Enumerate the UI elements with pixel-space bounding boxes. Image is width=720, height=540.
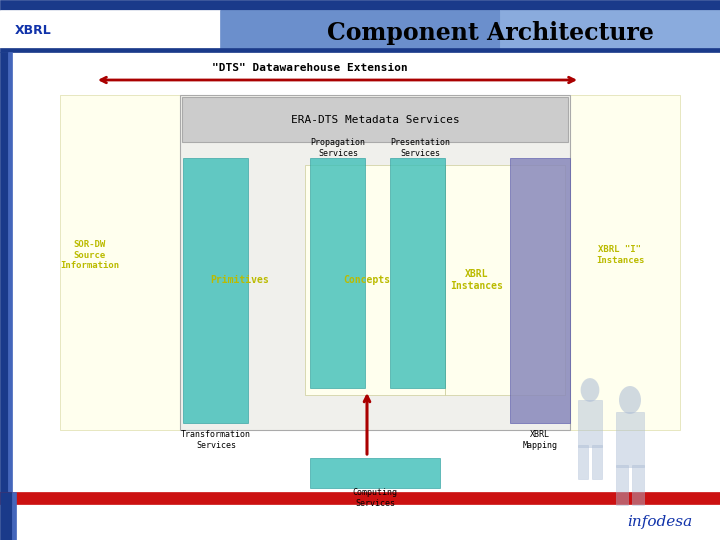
Text: XBRL "I"
Instances: XBRL "I" Instances — [596, 245, 644, 265]
Bar — [0, 10, 220, 48]
Bar — [616, 412, 644, 467]
Bar — [578, 446, 588, 480]
Ellipse shape — [580, 378, 599, 402]
Bar — [510, 158, 570, 423]
Text: International Conference: International Conference — [60, 30, 147, 36]
Text: Transformation
Services: Transformation Services — [181, 430, 251, 450]
Text: XBRL
Mapping: XBRL Mapping — [523, 430, 557, 450]
Text: 13th XBRL: 13th XBRL — [60, 18, 109, 28]
Bar — [220, 10, 500, 48]
Text: "DTS" Datawarehouse Extension: "DTS" Datawarehouse Extension — [212, 63, 408, 73]
Text: Presentation
Services: Presentation Services — [390, 138, 450, 158]
Bar — [0, 0, 720, 10]
Bar — [592, 446, 602, 480]
Text: infodesa: infodesa — [627, 515, 693, 529]
Text: Component Architecture: Component Architecture — [327, 21, 654, 45]
Bar — [500, 10, 720, 48]
Bar — [632, 465, 644, 505]
Bar — [616, 465, 628, 505]
Bar — [0, 52, 8, 492]
Bar — [445, 165, 565, 395]
Bar — [180, 95, 570, 430]
Bar — [390, 158, 445, 388]
Text: XBRL: XBRL — [15, 24, 52, 37]
Text: ERA-DTS Metadata Services: ERA-DTS Metadata Services — [291, 115, 459, 125]
Bar — [578, 400, 602, 447]
Bar — [310, 458, 440, 488]
Bar — [0, 492, 12, 540]
Bar — [570, 95, 680, 430]
Bar — [0, 0, 720, 50]
Ellipse shape — [619, 386, 641, 414]
Bar — [60, 95, 180, 430]
Text: SOR-DW
Source
Information: SOR-DW Source Information — [60, 240, 120, 270]
Text: Primitives: Primitives — [211, 275, 269, 285]
Bar — [8, 52, 12, 492]
Bar — [305, 165, 445, 395]
Text: XBRL
Instances: XBRL Instances — [451, 269, 503, 291]
Bar — [310, 158, 365, 388]
Bar — [0, 492, 720, 504]
Bar — [0, 504, 720, 540]
Text: Concepts: Concepts — [343, 275, 390, 285]
Text: Computing
Services: Computing Services — [353, 488, 397, 508]
Bar — [182, 97, 568, 142]
Bar — [12, 492, 16, 540]
Bar — [0, 48, 720, 52]
Bar — [183, 158, 248, 423]
Text: Propagation
Services: Propagation Services — [310, 138, 366, 158]
